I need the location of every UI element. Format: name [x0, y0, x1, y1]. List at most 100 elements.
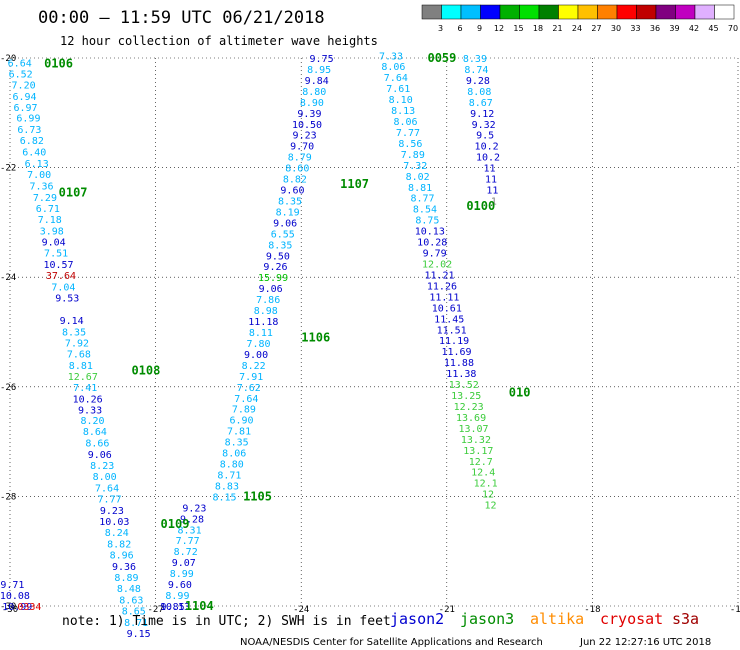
wave-height-label: 8.74	[464, 65, 488, 76]
wave-height-label: 8.35	[62, 327, 86, 338]
wave-height-label: 7.86	[256, 295, 280, 306]
wave-height-label: 9.75	[310, 54, 334, 65]
wave-height-label: 11.21	[424, 270, 454, 281]
colorbar-swatch	[694, 4, 715, 20]
wave-height-label: 9.26	[263, 262, 287, 273]
wave-height-label: 8.71	[124, 618, 148, 629]
wave-height-label: 8.35	[268, 240, 292, 251]
colorbar-swatch	[460, 4, 481, 20]
wave-height-label: 8.60	[285, 164, 309, 175]
wave-height-label: 12.4	[471, 468, 495, 479]
wave-height-label: 9.23	[293, 131, 317, 142]
wave-height-label: 9.28	[466, 76, 490, 87]
wave-height-label: 8.20	[80, 416, 104, 427]
wave-height-label: 8.67	[469, 98, 493, 109]
wave-height-label: 12.02	[422, 260, 452, 271]
wave-height-label: 7.64	[234, 394, 258, 405]
wave-height-label: 11	[485, 175, 497, 186]
wave-height-label: 8.81	[408, 183, 432, 194]
wave-height-label: 7.51	[44, 249, 68, 260]
wave-height-label: 8.06	[381, 62, 405, 73]
wave-height-label: 0334	[17, 602, 41, 613]
wave-height-label: 8.19	[276, 207, 300, 218]
wave-height-label: 11.88	[444, 358, 474, 369]
wave-height-label: 9.14	[60, 316, 84, 327]
wave-height-label: 7.92	[65, 338, 89, 349]
wave-height-label: 9.36	[112, 562, 136, 573]
wave-height-label: 10.99	[2, 602, 32, 613]
colorbar-swatch	[421, 4, 442, 20]
pass-id-label: 0106	[44, 56, 73, 70]
wave-height-label: 6.90	[229, 416, 253, 427]
wave-height-label: 9.04	[42, 238, 66, 249]
wave-height-label: 13.69	[456, 413, 486, 424]
colorbar-label: 18	[533, 24, 543, 33]
wave-height-label: 9.00	[244, 350, 268, 361]
y-tick-label: -20	[0, 54, 16, 64]
wave-height-label: 6.94	[13, 92, 37, 103]
wave-height-label: 8.81	[69, 361, 93, 372]
wave-height-label: 8.80	[302, 87, 326, 98]
wave-height-label: 10.26	[73, 394, 103, 405]
wave-height-label: 8.63	[119, 595, 143, 606]
colorbar-label: 27	[591, 24, 601, 33]
wave-height-label: 7.80	[246, 339, 270, 350]
x-tick-label: -27	[147, 605, 163, 615]
pass-id-label: 010	[509, 385, 531, 399]
wave-height-label: 13.17	[463, 446, 493, 457]
wave-height-label: 11.19	[439, 336, 469, 347]
wave-height-label: 12.67	[68, 372, 98, 383]
wave-height-label: 9.50	[266, 251, 290, 262]
wave-height-label: 7.41	[73, 383, 97, 394]
colorbar-swatch	[538, 4, 559, 20]
colorbar-swatch	[519, 4, 540, 20]
wave-height-label: 9.39	[297, 109, 321, 120]
wave-height-label: 7.18	[38, 215, 62, 226]
x-tick-label: -18	[584, 605, 600, 615]
colorbar-label: 70	[728, 24, 738, 33]
legend-cryosat: cryosat	[600, 610, 663, 628]
wave-height-label: 9.15	[127, 629, 151, 640]
pass-id-label: 0108	[131, 363, 160, 377]
pass-id-label: 1106	[301, 330, 330, 344]
wave-height-label: 7.36	[29, 182, 53, 193]
wave-height-label: 11.45	[434, 314, 464, 325]
legend-jason3: jason3	[460, 610, 514, 628]
wave-height-label: 6.71	[36, 204, 60, 215]
wave-height-label: 6.97	[13, 103, 37, 114]
wave-height-label: 12.7	[469, 457, 493, 468]
y-tick-label: -24	[0, 273, 16, 283]
wave-height-label: 9.23	[182, 503, 206, 514]
colorbar-label: 33	[630, 24, 640, 33]
wave-height-label: 10.13	[415, 227, 445, 238]
colorbar-swatch	[714, 4, 735, 20]
wave-height-label: 7.04	[51, 283, 75, 294]
wave-height-label: 6.40	[22, 148, 46, 159]
colorbar-label: 24	[572, 24, 582, 33]
wave-height-label: 8.15	[212, 492, 236, 503]
colorbar-swatch	[480, 4, 501, 20]
wave-height-label: 10.03	[99, 517, 129, 528]
wave-height-label: 7.77	[97, 495, 121, 506]
wave-height-label: 8.80	[220, 460, 244, 471]
wave-height-label: 8.13	[391, 106, 415, 117]
wave-height-label: 6.52	[9, 69, 33, 80]
wave-height-label: 12	[482, 490, 494, 501]
colorbar-label: 12	[494, 24, 504, 33]
wave-height-label: 8.35	[225, 438, 249, 449]
wave-height-label: 8.99	[165, 591, 189, 602]
wave-height-label: 6.82	[20, 136, 44, 147]
wave-height-label: 11.26	[427, 281, 457, 292]
wave-height-label: 10.61	[432, 303, 462, 314]
wave-height-label: 9.60	[168, 580, 192, 591]
wave-height-label: 9.07	[172, 558, 196, 569]
colorbar-label: 21	[552, 24, 562, 33]
x-tick-label: -24	[293, 605, 309, 615]
wave-height-label: 7.89	[401, 150, 425, 161]
legend-altika: altika	[530, 610, 584, 628]
wave-height-label: 7.33	[379, 51, 403, 62]
wave-height-label: 8.08	[467, 87, 491, 98]
colorbar-swatch	[655, 4, 676, 20]
